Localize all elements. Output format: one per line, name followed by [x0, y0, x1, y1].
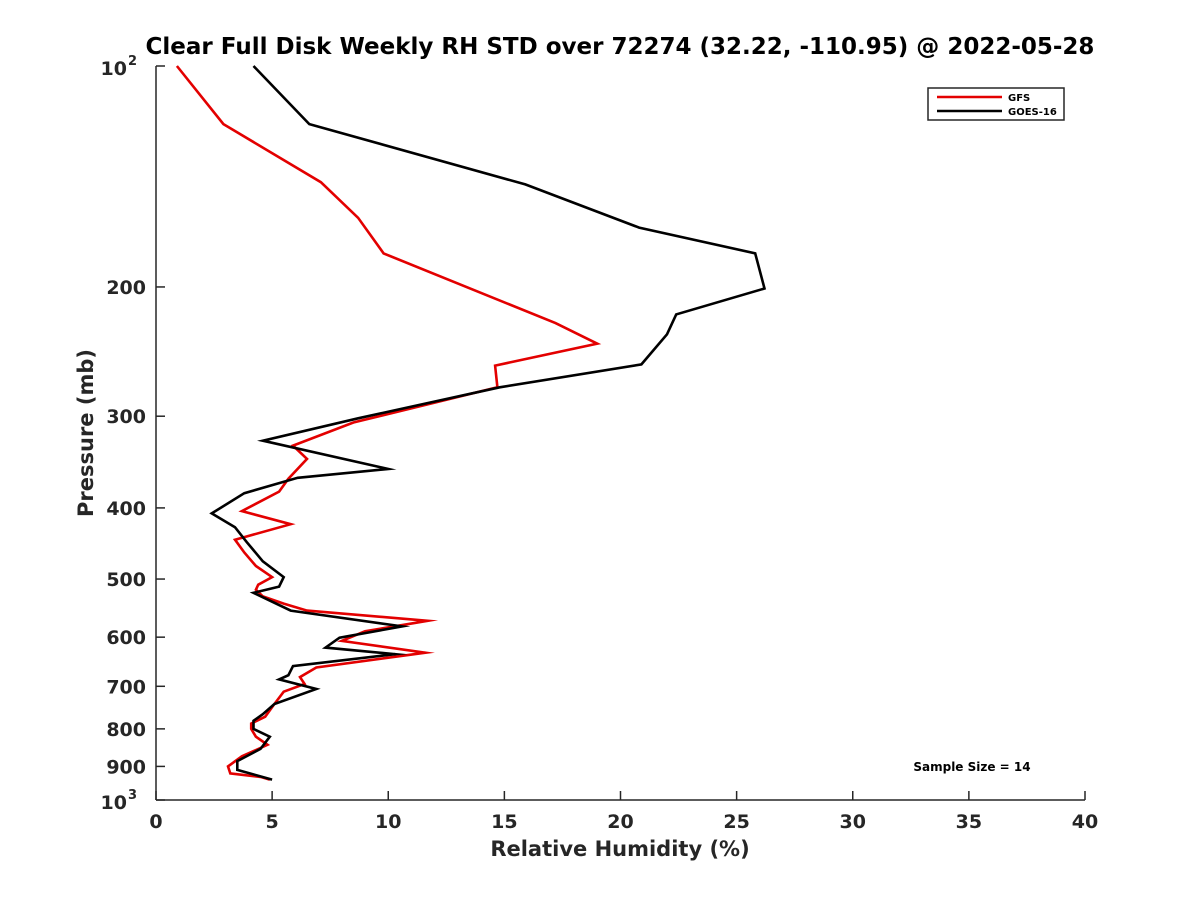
y-tick-label: 200	[106, 277, 146, 299]
y-tick-label: 400	[106, 498, 146, 520]
y-tick-exponent: 3	[128, 788, 137, 803]
x-tick-label: 25	[723, 811, 749, 833]
x-axis-label: Relative Humidity (%)	[490, 837, 749, 861]
y-tick-label: 600	[106, 627, 146, 649]
x-tick-label: 30	[840, 811, 866, 833]
y-tick-label: 900	[106, 756, 146, 778]
y-axis-label: Pressure (mb)	[74, 349, 98, 517]
x-tick-label: 10	[375, 811, 401, 833]
y-tick-label: 10	[101, 58, 127, 80]
y-tick-label: 800	[106, 719, 146, 741]
legend-label-gfs: GFS	[1008, 93, 1030, 104]
series-line-goes-16	[209, 65, 767, 781]
y-tick-label: 700	[106, 676, 146, 698]
legend: GFS GOES-16	[927, 87, 1065, 121]
x-axis: 0 5 10 15 20 25 30 35 40	[149, 791, 1098, 833]
y-tick-label: 10	[101, 792, 127, 814]
x-tick-label: 40	[1072, 811, 1098, 833]
sample-size-annotation: Sample Size = 14	[913, 760, 1030, 774]
chart-title: Clear Full Disk Weekly RH STD over 72274…	[146, 34, 1095, 60]
x-tick-label: 5	[266, 811, 279, 833]
x-tick-label: 20	[607, 811, 633, 833]
x-tick-label: 0	[149, 811, 162, 833]
y-tick-exponent: 2	[128, 54, 137, 69]
series-line-gfs	[175, 65, 602, 781]
y-tick-label: 500	[106, 569, 146, 591]
plot-area	[175, 65, 767, 781]
legend-label-goes-16: GOES-16	[1008, 107, 1057, 118]
x-tick-label: 35	[956, 811, 982, 833]
x-tick-label: 15	[491, 811, 517, 833]
legend-box	[927, 87, 1065, 121]
y-tick-label: 300	[106, 406, 146, 428]
